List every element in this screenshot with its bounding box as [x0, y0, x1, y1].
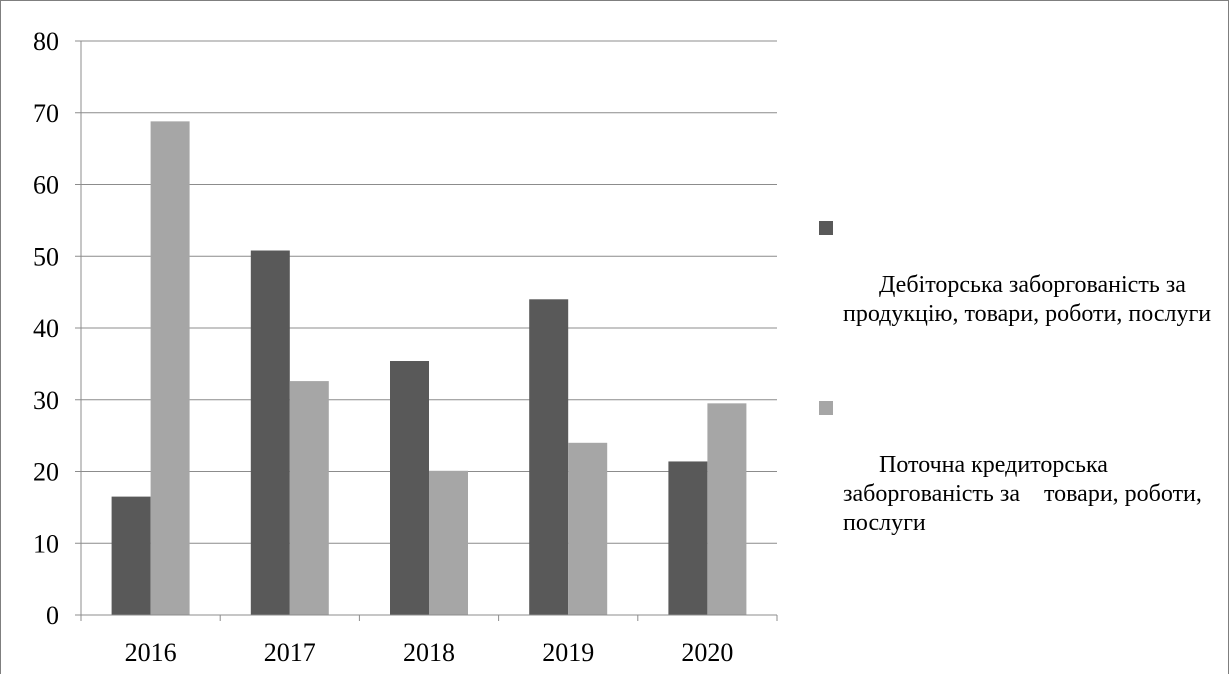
- x-tick-label: 2020: [681, 638, 733, 667]
- x-tick-label: 2019: [542, 638, 594, 667]
- x-tick-label: 2018: [403, 638, 455, 667]
- tick-labels: 0 10 20 30 40 50 60 70 80 2016 2017 2018 2019 2020: [33, 27, 733, 667]
- legend: Дебіторська заборгованість за продукцію,…: [819, 213, 1219, 602]
- bar-receivables-2020: [668, 461, 708, 615]
- x-tick-label: 2017: [264, 638, 316, 667]
- y-tick-label: 0: [46, 601, 59, 630]
- bar-receivables-2016: [111, 496, 151, 615]
- y-tick-label: 10: [33, 529, 59, 558]
- legend-label-receivables: Дебіторська заборгованість за продукцію,…: [843, 272, 1212, 327]
- bar-receivables-2018: [390, 361, 429, 615]
- bar-receivables-2017: [250, 250, 290, 615]
- legend-item-payables: Поточна кредиторська заборгованість за т…: [819, 393, 1219, 567]
- legend-swatch-receivables: [819, 221, 833, 235]
- bar-payables-2018: [429, 470, 468, 615]
- bar-payables-2020: [707, 403, 747, 615]
- bar-payables-2017: [289, 381, 329, 615]
- legend-label-payables: Поточна кредиторська заборгованість за т…: [843, 452, 1208, 536]
- bar-payables-2019: [568, 442, 608, 615]
- x-tick-label: 2016: [125, 638, 177, 667]
- legend-item-receivables: Дебіторська заборгованість за продукцію,…: [819, 213, 1219, 358]
- y-tick-label: 30: [33, 386, 59, 415]
- y-tick-label: 50: [33, 242, 59, 271]
- y-tick-label: 40: [33, 314, 59, 343]
- y-tick-label: 60: [33, 171, 59, 200]
- legend-swatch-payables: [819, 401, 833, 415]
- bar-payables-2016: [150, 121, 190, 616]
- y-tick-label: 70: [33, 99, 59, 128]
- bars: [111, 121, 747, 616]
- bar-receivables-2019: [529, 299, 569, 615]
- y-tick-label: 20: [33, 458, 59, 487]
- axes: [75, 40, 778, 621]
- y-tick-label: 80: [33, 27, 59, 56]
